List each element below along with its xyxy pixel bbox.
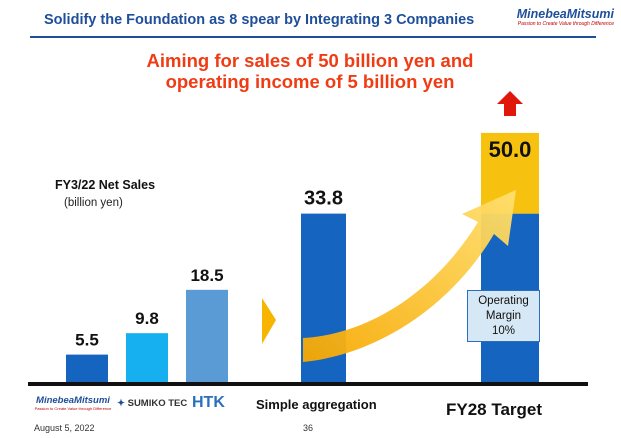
bar-label-0: 5.5 (75, 331, 99, 350)
bar-label-3: 33.8 (304, 188, 343, 210)
page-number: 36 (303, 423, 314, 433)
sumiko-tec-wordmark: SUMIKO TEC (127, 398, 188, 409)
up-arrow-icon (497, 91, 523, 116)
category-simple-aggregation: Simple aggregation (256, 397, 377, 412)
bar-label-1: 9.8 (135, 309, 159, 328)
footer-date: August 5, 2022 (34, 423, 95, 433)
callout-line-1: Operating (478, 295, 529, 307)
headline: Aiming for sales of 50 billion yen and o… (100, 50, 520, 92)
minebeamitsumi-tagline: Passion to Create Value through Differen… (34, 406, 112, 411)
logo-wordmark: MinebeaMitsumi (516, 7, 614, 21)
header-divider (30, 36, 596, 38)
chart-title: FY3/22 Net Sales (55, 178, 156, 192)
logo-tagline: Passion to Create Value through Differen… (517, 21, 614, 27)
htk-logo: HTK (192, 394, 225, 411)
company-logo: MinebeaMitsumi Passion to Create Value t… (488, 7, 614, 27)
headline-line-2: operating income of 5 billion yen (165, 71, 455, 92)
category-fy28-target: FY28 Target (446, 400, 543, 419)
bar-label-fy28-target: 50.0 (489, 137, 532, 162)
slide-title: Solidify the Foundation as 8 spear by In… (44, 12, 475, 28)
sumiko-star-icon: ✦ (117, 398, 125, 409)
chart-baseline (28, 382, 588, 386)
minebeamitsumi-wordmark: MinebeaMitsumi (36, 395, 110, 406)
bar-label-2: 18.5 (190, 266, 223, 285)
bar-1 (126, 333, 168, 382)
minebeamitsumi-logo: MinebeaMitsumi Passion to Create Value t… (28, 395, 118, 411)
callout-line-3: 10% (491, 325, 516, 337)
chevron-right-icon (262, 298, 276, 344)
callout-line-2: Margin (485, 310, 522, 322)
bar-2 (186, 289, 228, 382)
headline-line-1: Aiming for sales of 50 billion yen and (146, 50, 474, 71)
bar-0 (66, 354, 108, 382)
operating-margin-callout: Operating Margin 10% (467, 290, 540, 342)
growth-arrow (303, 190, 516, 362)
sumiko-tec-logo: ✦ SUMIKO TEC (117, 398, 187, 409)
chart-unit-label: (billion yen) (64, 197, 123, 209)
